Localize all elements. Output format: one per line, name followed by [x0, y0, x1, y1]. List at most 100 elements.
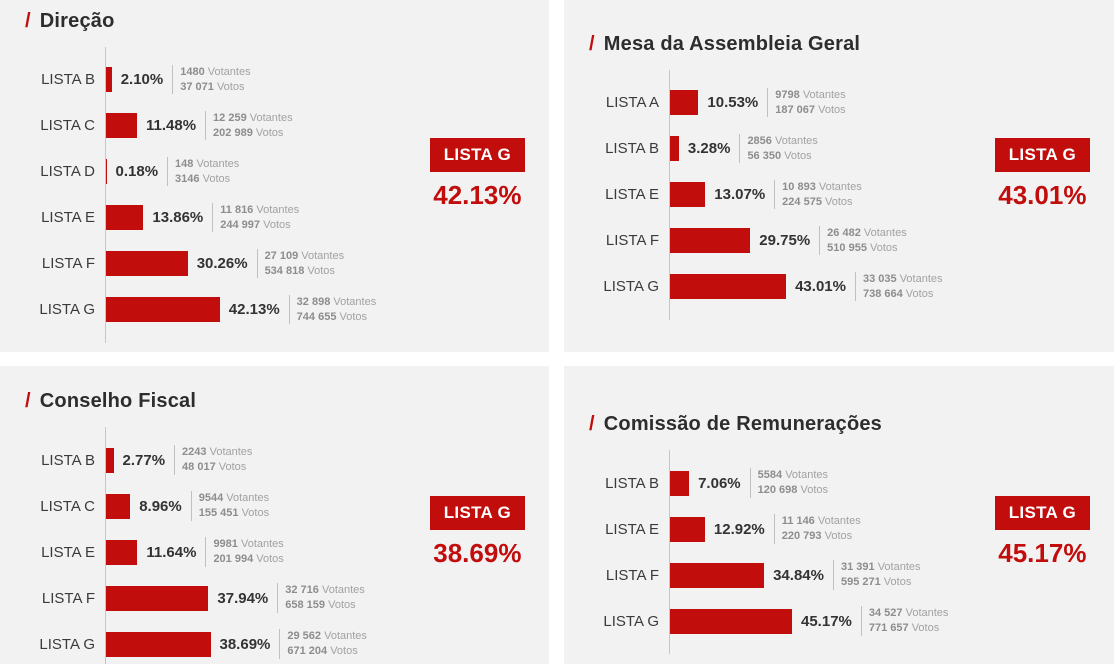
list-row: LISTA B 2.10% 1480 Votantes 37 071 Votos [0, 56, 422, 103]
votos-count: 56 350 [747, 149, 782, 162]
votos-label: Votos [883, 576, 912, 588]
votes-info: 26 482 Votantes 510 955 Votos [819, 225, 907, 256]
list-row: LISTA E 13.07% 10 893 Votantes 224 575 V… [564, 171, 987, 218]
votos-count: 771 657 [868, 622, 909, 634]
votos-label: Votos [784, 149, 812, 162]
axis-spacer [564, 69, 987, 80]
votes-info: 32 898 Votantes 744 655 Votos [288, 294, 376, 325]
result-bar [106, 297, 220, 322]
result-percentage: 29.75% [759, 232, 811, 249]
result-bar [106, 205, 144, 230]
votantes-count: 29 562 [287, 630, 322, 643]
result-bar [670, 228, 751, 253]
votos-label: Votos [825, 195, 853, 208]
bar-track: 38.69% 29 562 Votantes 671 204 Votos [105, 621, 422, 664]
bar-chart: LISTA B 2.10% 1480 Votantes 37 071 Votos… [0, 46, 422, 343]
votos-label: Votos [216, 80, 245, 93]
result-percentage: 45.17% [801, 612, 852, 630]
result-percentage: 11.48% [146, 117, 197, 134]
votes-info: 11 816 Votantes 244 997 Votos [212, 202, 299, 233]
panel-title-text: Direção [39, 9, 115, 32]
result-bar [106, 159, 107, 184]
results-panel: / Conselho Fiscal LISTA B 2.77% 2243 Vota… [0, 366, 549, 664]
title-slash-icon: / [25, 9, 31, 32]
bar-track: 43.01% 33 035 Votantes 738 664 Votos [669, 263, 987, 310]
votes-info: 9798 Votantes 187 067 Votos [767, 87, 846, 118]
list-row: LISTA E 13.86% 11 816 Votantes 244 997 V… [0, 194, 422, 241]
result-bar [106, 113, 137, 138]
result-percentage: 10.53% [707, 94, 759, 111]
votantes-count: 9798 [775, 88, 800, 101]
votos-label: Votos [263, 218, 291, 231]
bar-track: 11.64% 9981 Votantes 201 994 Votos [105, 529, 422, 575]
votantes-count: 33 035 [862, 272, 897, 285]
votes-info: 11 146 Votantes 220 793 Votos [773, 514, 861, 544]
list-label: LISTA E [41, 543, 95, 561]
votos-label: Votos [241, 507, 270, 519]
result-bar [106, 539, 138, 565]
result-percentage: 0.18% [115, 163, 159, 180]
votes-info: 5584 Votantes 120 698 Votos [749, 468, 829, 498]
bar-track: 10.53% 9798 Votantes 187 067 Votos [669, 79, 987, 126]
list-row: LISTA F 34.84% 31 391 Votantes 595 271 V… [564, 552, 987, 598]
votantes-count: 12 259 [213, 111, 247, 124]
panel-body: LISTA A 10.53% 9798 Votantes 187 067 Vot… [564, 69, 1114, 320]
panel-body: LISTA B 7.06% 5584 Votantes 120 698 Voto… [564, 450, 1114, 654]
votos-count: 202 989 [213, 126, 253, 139]
list-row: LISTA E 11.64% 9981 Votantes 201 994 Vot… [0, 529, 422, 575]
votos-label: Votos [870, 241, 898, 254]
votantes-label: Votantes [905, 607, 949, 620]
list-label: LISTA C [40, 117, 95, 134]
list-row: LISTA G 43.01% 33 035 Votantes 738 664 V… [564, 263, 987, 310]
result-percentage: 3.28% [687, 140, 731, 157]
votantes-count: 34 527 [868, 607, 903, 620]
votantes-label: Votantes [301, 249, 345, 262]
bar-track: 8.96% 9544 Votantes 155 451 Votos [105, 483, 422, 529]
bar-track: 3.28% 2856 Votantes 56 350 Votos [669, 125, 987, 172]
result-percentage: 38.69% [219, 635, 271, 653]
list-row: LISTA B 2.77% 2243 Votantes 48 017 Votos [0, 437, 422, 483]
votos-label: Votos [911, 622, 940, 634]
list-row: LISTA C 11.48% 12 259 Votantes 202 989 V… [0, 102, 422, 149]
result-percentage: 11.64% [146, 543, 197, 561]
result-percentage: 13.07% [714, 186, 766, 203]
list-label: LISTA F [605, 566, 659, 584]
votantes-label: Votantes [785, 469, 829, 482]
bar-track: 13.07% 10 893 Votantes 224 575 Votos [669, 171, 987, 218]
panel-title-text: Conselho Fiscal [39, 390, 197, 412]
panel-body: LISTA B 2.77% 2243 Votantes 48 017 Votos… [0, 427, 549, 664]
bar-chart: LISTA A 10.53% 9798 Votantes 187 067 Vot… [564, 69, 987, 320]
votos-label: Votos [339, 310, 368, 323]
result-percentage: 42.13% [228, 301, 280, 318]
votes-info: 12 259 Votantes 202 989 Votos [205, 110, 293, 141]
winner-block: LISTA G 42.13% [429, 138, 525, 211]
votantes-label: Votantes [207, 65, 251, 78]
bar-track: 2.10% 1480 Votantes 37 071 Votos [105, 56, 422, 103]
list-label: LISTA F [41, 255, 95, 272]
votos-label: Votos [905, 287, 934, 300]
result-bar [106, 585, 209, 611]
list-row: LISTA G 38.69% 29 562 Votantes 671 204 V… [0, 621, 422, 664]
bar-track: 2.77% 2243 Votantes 48 017 Votos [105, 437, 422, 483]
result-percentage: 30.26% [196, 255, 248, 272]
votantes-label: Votantes [877, 561, 921, 574]
votantes-count: 32 898 [296, 295, 331, 308]
votes-info: 2243 Votantes 48 017 Votos [174, 445, 252, 475]
votos-label: Votos [824, 530, 853, 542]
result-percentage: 37.94% [217, 589, 269, 607]
result-bar [670, 90, 699, 115]
result-bar [106, 251, 188, 276]
list-label: LISTA A [605, 94, 659, 111]
votantes-label: Votantes [196, 157, 240, 170]
list-row: LISTA F 30.26% 27 109 Votantes 534 818 V… [0, 240, 422, 287]
votes-info: 1480 Votantes 37 071 Votos [172, 64, 251, 95]
votos-count: 658 159 [285, 599, 326, 611]
votantes-label: Votantes [321, 584, 365, 597]
list-row: LISTA E 12.92% 11 146 Votantes 220 793 V… [564, 506, 987, 552]
votantes-count: 148 [175, 157, 194, 170]
axis-spacer [564, 450, 987, 460]
result-percentage: 2.77% [122, 451, 166, 469]
votantes-count: 10 893 [782, 180, 816, 193]
result-bar [106, 493, 131, 519]
votes-info: 9981 Votantes 201 994 Votos [205, 537, 284, 567]
